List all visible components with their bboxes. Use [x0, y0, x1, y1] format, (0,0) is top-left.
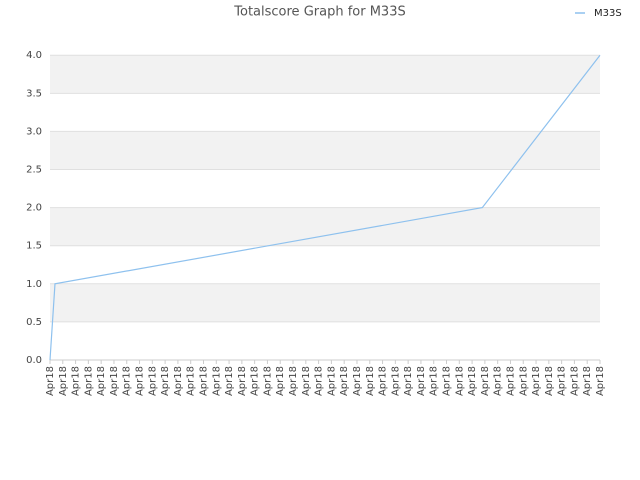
- x-tick-label: Apr18: [288, 366, 299, 396]
- x-tick-label: Apr18: [352, 366, 363, 396]
- y-tick-label: 1.0: [26, 279, 42, 290]
- x-tick-label: Apr18: [531, 366, 542, 396]
- x-tick-label: Apr18: [326, 366, 337, 396]
- x-tick-label: Apr18: [480, 366, 491, 396]
- x-tick-label: Apr18: [71, 366, 82, 396]
- grid-band: [50, 93, 600, 132]
- grid-band: [50, 55, 600, 94]
- x-tick-label: Apr18: [454, 366, 465, 396]
- x-tick-label: Apr18: [122, 366, 133, 396]
- x-tick-label: Apr18: [147, 366, 158, 396]
- y-tick-label: 0.5: [26, 317, 42, 328]
- x-tick-label: Apr18: [173, 366, 184, 396]
- grid-band: [50, 283, 600, 322]
- grid-band: [50, 321, 600, 360]
- chart-title: Totalscore Graph for M33S: [233, 5, 405, 20]
- y-tick-label: 2.5: [26, 165, 42, 176]
- x-tick-label: Apr18: [467, 366, 478, 396]
- grid-band: [50, 245, 600, 284]
- x-tick-label: Apr18: [160, 366, 171, 396]
- x-tick-label: Apr18: [186, 366, 197, 396]
- y-tick-label: 3.5: [26, 88, 42, 99]
- x-tick-label: Apr18: [314, 366, 325, 396]
- x-tick-label: Apr18: [301, 366, 312, 396]
- y-tick-label: 0.0: [26, 355, 42, 366]
- x-tick-label: Apr18: [275, 366, 286, 396]
- y-tick-label: 3.0: [26, 126, 42, 137]
- x-tick-label: Apr18: [403, 366, 414, 396]
- x-tick-label: Apr18: [109, 366, 120, 396]
- x-tick-label: Apr18: [569, 366, 580, 396]
- x-tick-label: Apr18: [135, 366, 146, 396]
- x-tick-label: Apr18: [365, 366, 376, 396]
- x-tick-label: Apr18: [595, 366, 606, 396]
- x-tick-label: Apr18: [582, 366, 593, 396]
- x-tick-label: Apr18: [237, 366, 248, 396]
- x-tick-label: Apr18: [378, 366, 389, 396]
- grid-band: [50, 207, 600, 246]
- x-tick-label: Apr18: [58, 366, 69, 396]
- x-tick-label: Apr18: [505, 366, 516, 396]
- grid-band: [50, 40, 600, 56]
- grid-band: [50, 131, 600, 170]
- data-line: [49, 54, 601, 361]
- legend-label: M33S: [594, 8, 622, 19]
- x-tick-label: Apr18: [211, 366, 222, 396]
- x-tick-label: Apr18: [493, 366, 504, 396]
- x-tick-label: Apr18: [198, 366, 209, 396]
- y-tick-label: 2.0: [26, 203, 42, 214]
- y-tick-label: 4.0: [26, 50, 42, 61]
- x-tick-label: Apr18: [339, 366, 350, 396]
- x-tick-label: Apr18: [518, 366, 529, 396]
- x-tick-label: Apr18: [83, 366, 94, 396]
- y-tick-label: 1.5: [26, 241, 42, 252]
- x-tick-label: Apr18: [442, 366, 453, 396]
- x-tick-label: Apr18: [250, 366, 261, 396]
- grid-band: [50, 169, 600, 208]
- x-tick-label: Apr18: [416, 366, 427, 396]
- x-tick-label: Apr18: [45, 366, 56, 396]
- x-tick-label: Apr18: [390, 366, 401, 396]
- x-tick-label: Apr18: [224, 366, 235, 396]
- x-tick-label: Apr18: [557, 366, 568, 396]
- x-tick-label: Apr18: [544, 366, 555, 396]
- x-tick-label: Apr18: [96, 366, 107, 396]
- x-tick-label: Apr18: [262, 366, 273, 396]
- x-tick-label: Apr18: [429, 366, 440, 396]
